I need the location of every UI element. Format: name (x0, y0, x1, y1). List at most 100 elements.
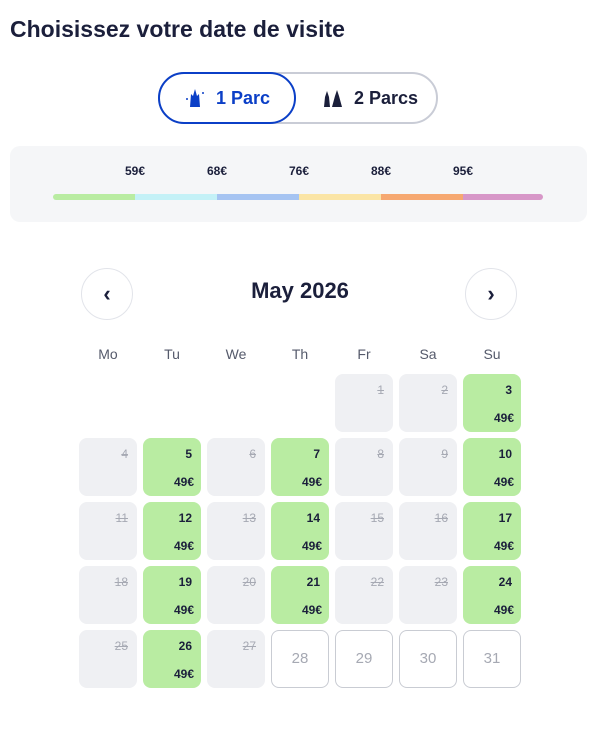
day-number: 8 (377, 447, 384, 461)
price-legend: 59€ 68€ 76€ 88€ 95€ (10, 146, 587, 222)
day-price: 49€ (493, 539, 514, 553)
day-price: 49€ (173, 667, 194, 681)
day-cell[interactable]: 26 49€ (143, 630, 201, 688)
day-number: 4 (121, 447, 128, 461)
chevron-right-icon: › (487, 281, 495, 306)
day-price: 49€ (493, 475, 514, 489)
weekday-label: Tu (164, 346, 180, 362)
day-number: 19 (178, 575, 192, 589)
day-cell[interactable]: 14 49€ (271, 502, 329, 560)
day-cell[interactable]: 19 49€ (143, 566, 201, 624)
option-1-parc[interactable]: 1 Parc (158, 72, 296, 124)
day-cell[interactable]: 12 49€ (143, 502, 201, 560)
weekday-label: Sa (419, 346, 437, 362)
day-number: 14 (306, 511, 320, 525)
day-cell: 27 (207, 630, 265, 688)
price-band (463, 194, 543, 200)
day-price: 49€ (301, 475, 322, 489)
day-number: 2 (441, 383, 448, 397)
day-number: 29 (355, 650, 373, 667)
price-label: 76€ (288, 164, 310, 178)
day-cell: 20 (207, 566, 265, 624)
day-cell: 6 (207, 438, 265, 496)
day-number: 9 (441, 447, 448, 461)
day-cell[interactable]: 5 49€ (143, 438, 201, 496)
day-cell[interactable]: 10 49€ (463, 438, 521, 496)
price-label: 68€ (206, 164, 228, 178)
day-number: 24 (498, 575, 512, 589)
day-price: 49€ (301, 603, 322, 617)
weekday-label: We (225, 346, 247, 362)
day-number: 5 (185, 447, 192, 461)
day-cell: 25 (79, 630, 137, 688)
day-cell[interactable]: 31 (463, 630, 521, 688)
day-number: 10 (498, 447, 512, 461)
day-price: 49€ (493, 411, 514, 425)
day-cell[interactable]: 30 (399, 630, 457, 688)
day-number: 16 (434, 511, 448, 525)
day-cell: 23 (399, 566, 457, 624)
day-number: 17 (498, 511, 512, 525)
day-number: 11 (115, 511, 128, 525)
day-price: 49€ (173, 539, 194, 553)
option-label: 1 Parc (215, 87, 271, 108)
page-title: Choisissez votre date de visite (10, 16, 345, 42)
two-castles-icon (323, 90, 342, 107)
day-number: 30 (419, 650, 437, 667)
castle-icon (185, 89, 204, 107)
price-band (53, 194, 135, 200)
day-number: 3 (505, 383, 512, 397)
day-number: 22 (370, 575, 384, 589)
day-price: 49€ (173, 475, 194, 489)
park-toggle: 1 Parc 2 Parcs (158, 72, 438, 124)
day-number: 12 (178, 511, 192, 525)
chevron-left-icon: ‹ (103, 281, 111, 306)
prev-month-button[interactable]: ‹ (81, 268, 133, 320)
day-cell: 9 (399, 438, 457, 496)
price-band (135, 194, 217, 200)
day-cell[interactable]: 3 49€ (463, 374, 521, 432)
day-number: 31 (483, 650, 501, 667)
weekday-label: Th (291, 346, 309, 362)
day-cell[interactable]: 24 49€ (463, 566, 521, 624)
day-cell: 16 (399, 502, 457, 560)
weekday-label: Su (483, 346, 501, 362)
weekday-label: Fr (357, 346, 371, 362)
day-cell: 8 (335, 438, 393, 496)
day-cell[interactable]: 28 (271, 630, 329, 688)
price-band (299, 194, 381, 200)
price-label: 95€ (452, 164, 474, 178)
day-cell: 1 (335, 374, 393, 432)
day-number: 20 (242, 575, 256, 589)
day-number: 7 (313, 447, 320, 461)
day-number: 27 (242, 639, 256, 653)
day-number: 13 (242, 511, 256, 525)
day-cell: 13 (207, 502, 265, 560)
day-number: 25 (114, 639, 128, 653)
day-cell: 4 (79, 438, 137, 496)
day-cell[interactable]: 7 49€ (271, 438, 329, 496)
day-price: 49€ (301, 539, 322, 553)
day-number: 23 (434, 575, 448, 589)
day-cell[interactable]: 29 (335, 630, 393, 688)
option-label: 2 Parcs (353, 87, 419, 108)
day-number: 6 (249, 447, 256, 461)
day-price: 49€ (493, 603, 514, 617)
day-cell[interactable]: 21 49€ (271, 566, 329, 624)
price-label: 88€ (370, 164, 392, 178)
price-band (381, 194, 463, 200)
price-label: 59€ (124, 164, 146, 178)
day-cell: 15 (335, 502, 393, 560)
option-2-parcs[interactable]: 2 Parcs (300, 72, 440, 124)
day-number: 18 (114, 575, 128, 589)
day-cell: 18 (79, 566, 137, 624)
next-month-button[interactable]: › (465, 268, 517, 320)
day-cell: 11 (79, 502, 137, 560)
day-cell[interactable]: 17 49€ (463, 502, 521, 560)
month-title: May 2026 (251, 278, 349, 303)
day-number: 28 (291, 650, 309, 667)
day-cell: 22 (335, 566, 393, 624)
price-band (217, 194, 299, 200)
day-number: 1 (377, 383, 384, 397)
day-number: 21 (306, 575, 320, 589)
